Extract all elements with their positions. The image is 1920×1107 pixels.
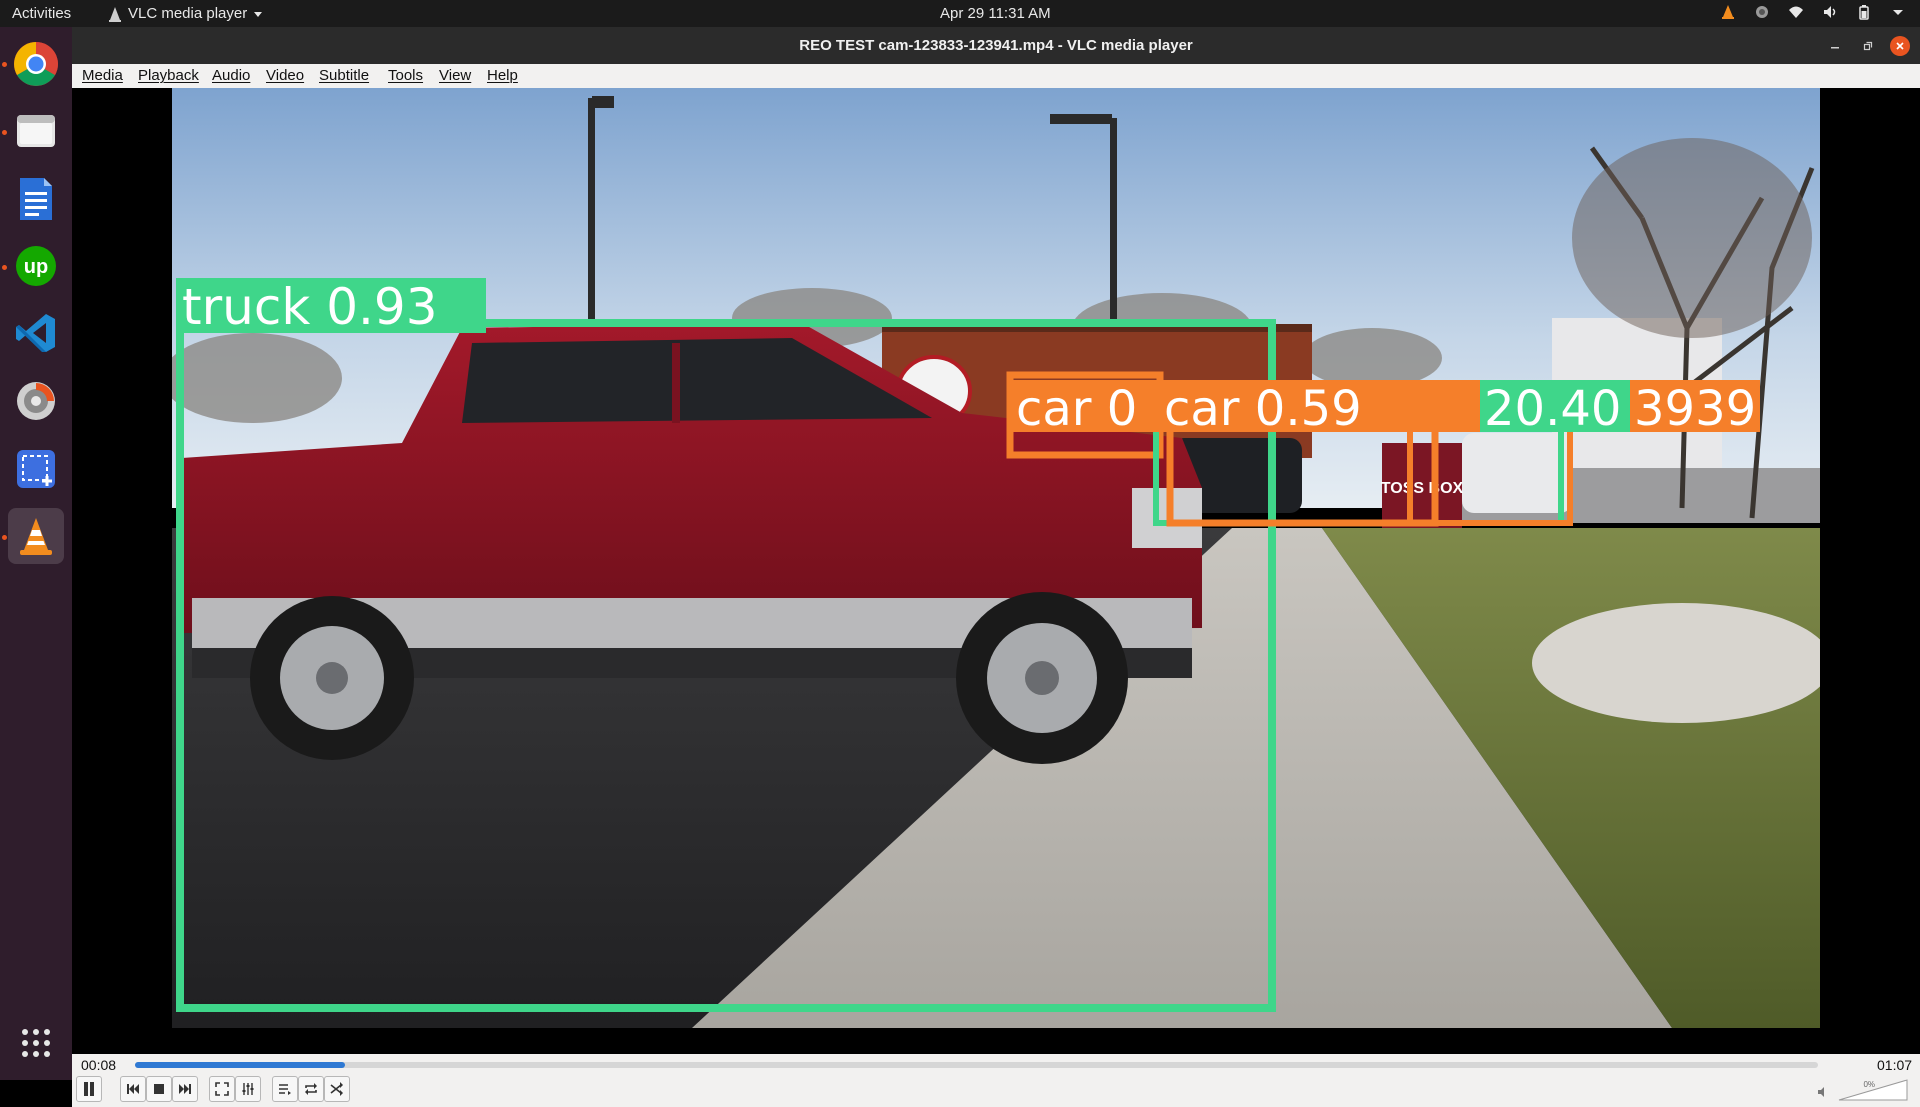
playlist-icon — [279, 1084, 291, 1095]
running-indicator — [2, 62, 7, 67]
running-indicator — [2, 130, 7, 135]
minimize-icon — [1831, 47, 1839, 49]
detection-label-bg-car-2 — [1160, 380, 1480, 432]
menu-playback[interactable]: Playback — [138, 67, 199, 84]
elapsed-time[interactable]: 00:08 — [81, 1057, 117, 1073]
pause-icon — [84, 1082, 94, 1096]
system-tray[interactable] — [1720, 4, 1906, 20]
dock-item-files[interactable] — [8, 103, 64, 159]
detection-box-truck — [176, 319, 1276, 1012]
concrete-pad — [1532, 603, 1820, 723]
light-pole — [588, 98, 595, 388]
video-area[interactable]: TOSS BOX truck 0.93 — [72, 88, 1920, 1054]
menu-tools[interactable]: Tools — [388, 67, 424, 84]
speaker-icon[interactable] — [1817, 1086, 1829, 1098]
detection-label-car-3: 3939 — [1634, 381, 1756, 437]
detection-label-bg-car-1 — [1010, 380, 1160, 432]
bg-car-white — [1462, 433, 1572, 513]
activities-button[interactable]: Activities — [12, 5, 72, 22]
dock: up — [0, 27, 72, 1080]
loop-icon — [305, 1083, 317, 1095]
dock-item-vlc[interactable] — [8, 508, 64, 564]
maximize-icon — [1863, 41, 1873, 51]
playback-controls: 00:08 01:07 0% — [72, 1054, 1920, 1107]
skip-next-icon — [179, 1084, 191, 1094]
show-applications-button[interactable] — [8, 1015, 64, 1071]
menu-subtitle[interactable]: Subtitle — [319, 67, 370, 84]
vlc-icon — [20, 518, 52, 555]
files-icon — [17, 115, 55, 147]
volume-slider[interactable] — [1837, 1078, 1909, 1102]
maximize-button[interactable] — [1858, 36, 1878, 56]
menu-view[interactable]: View — [439, 67, 472, 84]
dock-item-vscode[interactable] — [8, 305, 64, 361]
installer-icon — [17, 382, 55, 420]
detection-label-bg-green — [1480, 380, 1630, 432]
pickup-truck — [182, 323, 1202, 764]
menu-help[interactable]: Help — [487, 67, 518, 84]
detection-label-green: 20.40 — [1484, 381, 1621, 437]
vlc-window: REO TEST cam-123833-123941.mp4 - VLC med… — [72, 27, 1920, 1107]
light-pole — [1110, 118, 1117, 438]
clock[interactable]: Apr 29 11:31 AM — [940, 5, 1051, 22]
menu-media[interactable]: Media — [82, 67, 123, 84]
menu-bar: Media Playback Audio Video Subtitle Tool… — [72, 64, 1920, 88]
upwork-icon: up — [16, 246, 56, 286]
building-roof — [882, 324, 1312, 332]
detection-label-bg-car-3 — [1630, 380, 1760, 432]
wifi-icon[interactable] — [1788, 4, 1804, 20]
close-button[interactable] — [1890, 36, 1910, 56]
close-icon — [1896, 42, 1904, 50]
skip-previous-icon — [127, 1084, 139, 1094]
toss-box-sign — [1382, 443, 1462, 528]
detection-label-car-1: car 0 — [1016, 381, 1137, 437]
status-indicator-icon[interactable] — [1754, 4, 1770, 20]
battery-icon[interactable] — [1856, 4, 1872, 20]
dock-item-screenshot[interactable] — [8, 441, 64, 497]
running-indicator — [2, 265, 7, 270]
vscode-icon — [16, 314, 55, 352]
seek-progress — [135, 1062, 346, 1068]
dock-item-upwork[interactable]: up — [8, 238, 64, 294]
toss-box-sign-text: TOSS BOX — [1381, 480, 1464, 497]
stop-icon — [154, 1084, 164, 1094]
menu-audio[interactable]: Audio — [212, 67, 251, 84]
tree-canopy — [1572, 138, 1812, 338]
chrome-icon — [14, 42, 58, 86]
volume-icon[interactable] — [1822, 4, 1838, 20]
caret-down-icon — [254, 11, 263, 17]
menu-video[interactable]: Video — [266, 67, 305, 84]
svg-text:up: up — [24, 256, 48, 278]
detection-label-truck: truck 0.93 — [182, 278, 438, 336]
app-menu-label: VLC media player — [128, 5, 248, 22]
window-titlebar[interactable]: REO TEST cam-123833-123941.mp4 - VLC med… — [72, 27, 1920, 64]
equalizer-icon — [242, 1083, 254, 1095]
screenshot-icon — [17, 450, 55, 488]
dock-item-writer[interactable] — [8, 171, 64, 227]
dock-item-chrome[interactable] — [8, 36, 64, 92]
detection-label-car-2: car 0.59 — [1164, 381, 1362, 437]
sidewalk — [692, 528, 1672, 1028]
writer-icon — [20, 178, 52, 220]
fullscreen-icon — [215, 1082, 229, 1096]
light-pole — [592, 96, 614, 108]
detection-label-bg-truck — [176, 278, 486, 333]
shuffle-icon — [330, 1082, 343, 1096]
grid-icon — [22, 1029, 50, 1057]
video-frame: TOSS BOX truck 0.93 — [172, 88, 1820, 1028]
running-indicator — [2, 535, 7, 540]
vlc-cone-icon — [109, 6, 121, 22]
total-time[interactable]: 01:07 — [1877, 1057, 1913, 1073]
system-menu-caret-icon[interactable] — [1890, 4, 1906, 20]
vlc-tray-icon[interactable] — [1720, 4, 1736, 20]
light-pole — [1050, 114, 1112, 124]
gnome-top-bar: Activities VLC media player Apr 29 11:31… — [0, 0, 1920, 27]
dock-item-installer[interactable] — [8, 373, 64, 429]
seek-slider[interactable] — [135, 1062, 1818, 1068]
app-menu[interactable]: VLC media player — [108, 5, 263, 22]
minimize-button[interactable] — [1825, 36, 1845, 56]
window-title: REO TEST cam-123833-123941.mp4 - VLC med… — [799, 37, 1193, 54]
